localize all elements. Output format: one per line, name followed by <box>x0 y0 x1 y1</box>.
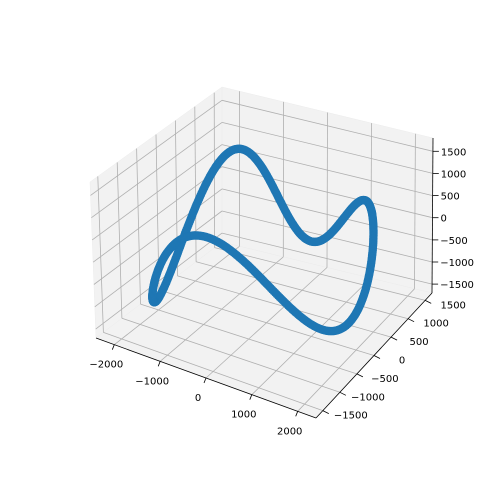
x-tick-label: 1000 <box>231 410 256 421</box>
x-tick-label: −1000 <box>135 376 169 387</box>
z-gridline-back <box>221 122 433 174</box>
x-gridline-back <box>326 112 328 268</box>
x-tick-label: −2000 <box>89 360 123 371</box>
x-tick-mark <box>203 377 207 384</box>
y-tick-mark <box>407 318 415 323</box>
y-tick-label: 500 <box>410 337 429 348</box>
y-gridline-floor <box>158 289 375 356</box>
z-gridline-left <box>91 144 223 241</box>
z-gridline-back <box>221 99 433 152</box>
z-axis-line <box>431 137 434 294</box>
y-gridline-left <box>97 176 104 333</box>
x-gridline-back <box>414 133 416 289</box>
y-tick-label: −1500 <box>334 411 368 422</box>
y-tick-mark <box>390 336 398 341</box>
z-tick-label: −1500 <box>440 280 474 291</box>
z-tick-label: −500 <box>440 236 467 247</box>
y-tick-mark <box>425 300 432 304</box>
z-tick-label: 1500 <box>441 147 466 158</box>
z-tick-label: 0 <box>441 214 447 225</box>
z-tick-label: −1000 <box>440 258 474 269</box>
z-tick-label: 500 <box>441 192 460 203</box>
y-tick-label: 0 <box>399 356 405 367</box>
data-point <box>365 268 374 277</box>
z-gridline-back <box>221 232 433 285</box>
z-gridline-left <box>90 99 223 196</box>
z-gridline-back <box>221 144 433 196</box>
y-tick-label: −1000 <box>351 392 385 403</box>
grid-lines <box>90 91 433 412</box>
y-tick-mark <box>339 391 347 396</box>
y-tick-label: 1500 <box>440 300 465 311</box>
tick-labels: −2000−1000010002000−1500−1000−5000500100… <box>89 147 474 437</box>
z-gridline-left <box>94 210 223 308</box>
y-gridline-floor <box>140 303 358 375</box>
y-tick-label: −500 <box>371 374 398 385</box>
z-gridline-left <box>92 166 223 263</box>
x-tick-mark <box>249 394 253 400</box>
y-gridline-left <box>116 162 123 319</box>
y-gridline-floor <box>195 261 409 320</box>
y-gridline-left <box>136 148 141 305</box>
z-tick-label: 1000 <box>441 169 466 180</box>
y-gridline-floor <box>214 247 426 301</box>
y-tick-mark <box>322 410 329 414</box>
x-tick-mark <box>295 411 299 417</box>
x-tick-mark <box>157 361 161 367</box>
y-gridline-floor <box>103 332 323 411</box>
y-tick-label: 1000 <box>423 319 448 330</box>
axis-panes <box>89 86 434 419</box>
x-tick-label: 2000 <box>277 426 302 437</box>
data-series <box>148 144 378 336</box>
x-tick-mark <box>111 344 115 350</box>
z-gridline-back <box>221 188 433 241</box>
y-tick-mark <box>356 373 364 378</box>
z-gridline-left <box>91 122 223 219</box>
x-tick-label: 0 <box>195 393 201 404</box>
z-gridline-back <box>221 166 433 219</box>
y-gridline-floor <box>121 317 341 393</box>
y-tick-mark <box>373 355 381 359</box>
